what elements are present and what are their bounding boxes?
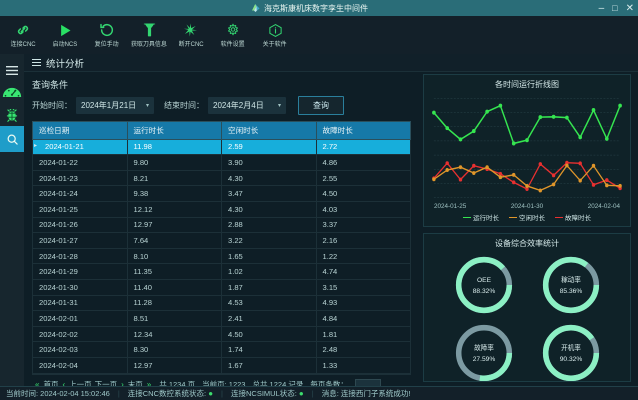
- svg-text:27.59%: 27.59%: [472, 356, 495, 363]
- svg-text:OEE: OEE: [477, 277, 492, 284]
- svg-text:88.32%: 88.32%: [472, 288, 495, 295]
- svg-text:90.32%: 90.32%: [559, 356, 582, 363]
- svg-text:故障率: 故障率: [474, 343, 494, 352]
- svg-text:开机率: 开机率: [561, 343, 581, 352]
- svg-text:稼动率: 稼动率: [561, 275, 581, 284]
- svg-text:85.36%: 85.36%: [559, 288, 582, 295]
